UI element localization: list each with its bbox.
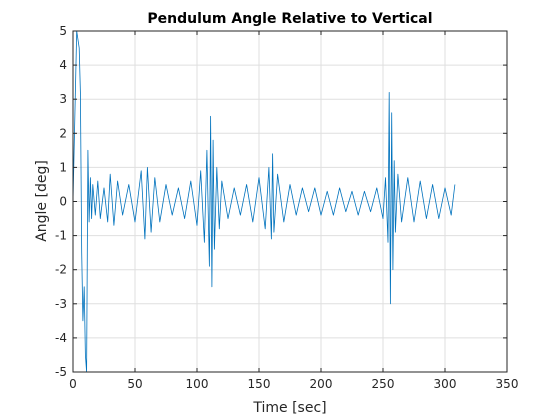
y-tick-label: 5 xyxy=(59,24,67,38)
x-tick-label: 150 xyxy=(248,377,271,391)
x-tick-label: 50 xyxy=(127,377,142,391)
y-tick-label: -5 xyxy=(55,365,67,379)
x-tick-label: 100 xyxy=(186,377,209,391)
x-tick-label: 250 xyxy=(372,377,395,391)
y-tick-label: -1 xyxy=(55,229,67,243)
series-layer xyxy=(72,30,456,373)
x-tick-label: 350 xyxy=(496,377,519,391)
x-axis-title: Time [sec] xyxy=(252,400,326,416)
axis-ticks: 0 50 100 150 200 250 300 350 5 4 3 2 1 0 -1 -2 -3 -4 -5 xyxy=(55,24,518,391)
y-tick-label: -4 xyxy=(55,331,67,345)
y-tick-label: 4 xyxy=(59,58,67,72)
y-tick-label: -2 xyxy=(55,263,67,277)
x-tick-label: 300 xyxy=(434,377,457,391)
y-tick-label: 3 xyxy=(59,92,67,106)
x-tick-label: 0 xyxy=(69,377,77,391)
chart-title: Pendulum Angle Relative to Vertical xyxy=(147,11,432,27)
y-tick-label: 2 xyxy=(59,126,67,140)
y-tick-label: -3 xyxy=(55,297,67,311)
x-tick-label: 200 xyxy=(310,377,333,391)
y-tick-label: 1 xyxy=(59,160,67,174)
series-line xyxy=(72,30,456,373)
y-tick-label: 0 xyxy=(59,195,67,209)
y-axis-title: Angle [deg] xyxy=(34,160,50,242)
